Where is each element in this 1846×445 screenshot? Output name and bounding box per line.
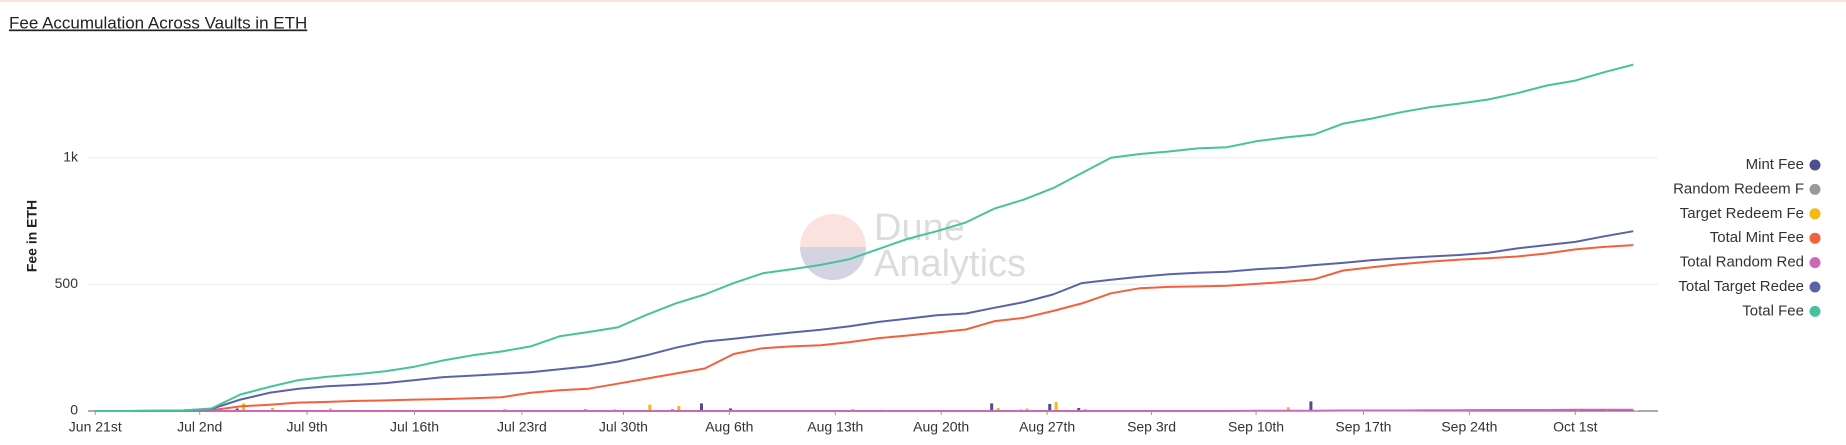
x-tick-label: Aug 27th	[1019, 419, 1075, 435]
legend-label: Total Target Redee	[1678, 278, 1804, 295]
legend-marker	[1810, 208, 1821, 219]
legend-label: Total Fee	[1742, 302, 1804, 319]
legend: Mint Fee Random Redeem F Target Redeem Fe T…	[1673, 156, 1820, 319]
x-tick-label: Aug 6th	[705, 419, 753, 435]
watermark: Dune Analytics	[800, 207, 1026, 285]
legend-marker	[1810, 282, 1821, 293]
watermark-logo-half	[800, 247, 866, 280]
line	[95, 410, 1633, 411]
y-tick-label: 500	[55, 275, 79, 291]
x-tick-label: Jul 23rd	[497, 419, 547, 435]
legend-label: Target Redeem Fe	[1680, 205, 1804, 222]
y-tick-label: 0	[70, 402, 78, 418]
x-tick-label: Jul 2nd	[177, 419, 222, 435]
legend-marker	[1810, 160, 1821, 171]
x-tick-label: Jul 9th	[286, 419, 327, 435]
x-tick-label: Sep 24th	[1441, 419, 1497, 435]
legend-marker	[1810, 233, 1821, 244]
legend-marker	[1810, 257, 1821, 268]
y-axis-label: Fee in ETH	[24, 200, 40, 272]
legend-label: Total Random Red	[1680, 254, 1804, 271]
chart-title: Fee Accumulation Across Vaults in ETH	[9, 13, 307, 32]
top-border	[0, 0, 1846, 2]
legend-label: Random Redeem F	[1673, 180, 1804, 197]
legend-marker	[1810, 306, 1821, 317]
x-tick-label: Sep 17th	[1335, 419, 1391, 435]
x-tick-label: Aug 13th	[807, 419, 863, 435]
line	[95, 231, 1633, 411]
bar	[990, 403, 993, 411]
legend-marker	[1810, 184, 1821, 195]
x-tick-label: Jul 16th	[390, 419, 439, 435]
x-tick-label: Jun 21st	[69, 419, 122, 435]
watermark-text: Analytics	[874, 243, 1026, 285]
bar	[1055, 402, 1058, 411]
legend-label: Total Mint Fee	[1710, 229, 1804, 246]
legend-label: Mint Fee	[1746, 156, 1804, 173]
x-tick-label: Oct 1st	[1553, 419, 1597, 435]
bar	[1048, 404, 1051, 411]
x-tick-label: Jul 30th	[599, 419, 648, 435]
y-tick-label: 1k	[63, 148, 79, 164]
bar	[1309, 401, 1312, 411]
x-tick-label: Sep 10th	[1228, 419, 1284, 435]
x-tick-label: Aug 20th	[913, 419, 969, 435]
x-tick-label: Sep 3rd	[1127, 419, 1176, 435]
bar	[1635, 410, 1638, 411]
bar	[700, 403, 703, 411]
